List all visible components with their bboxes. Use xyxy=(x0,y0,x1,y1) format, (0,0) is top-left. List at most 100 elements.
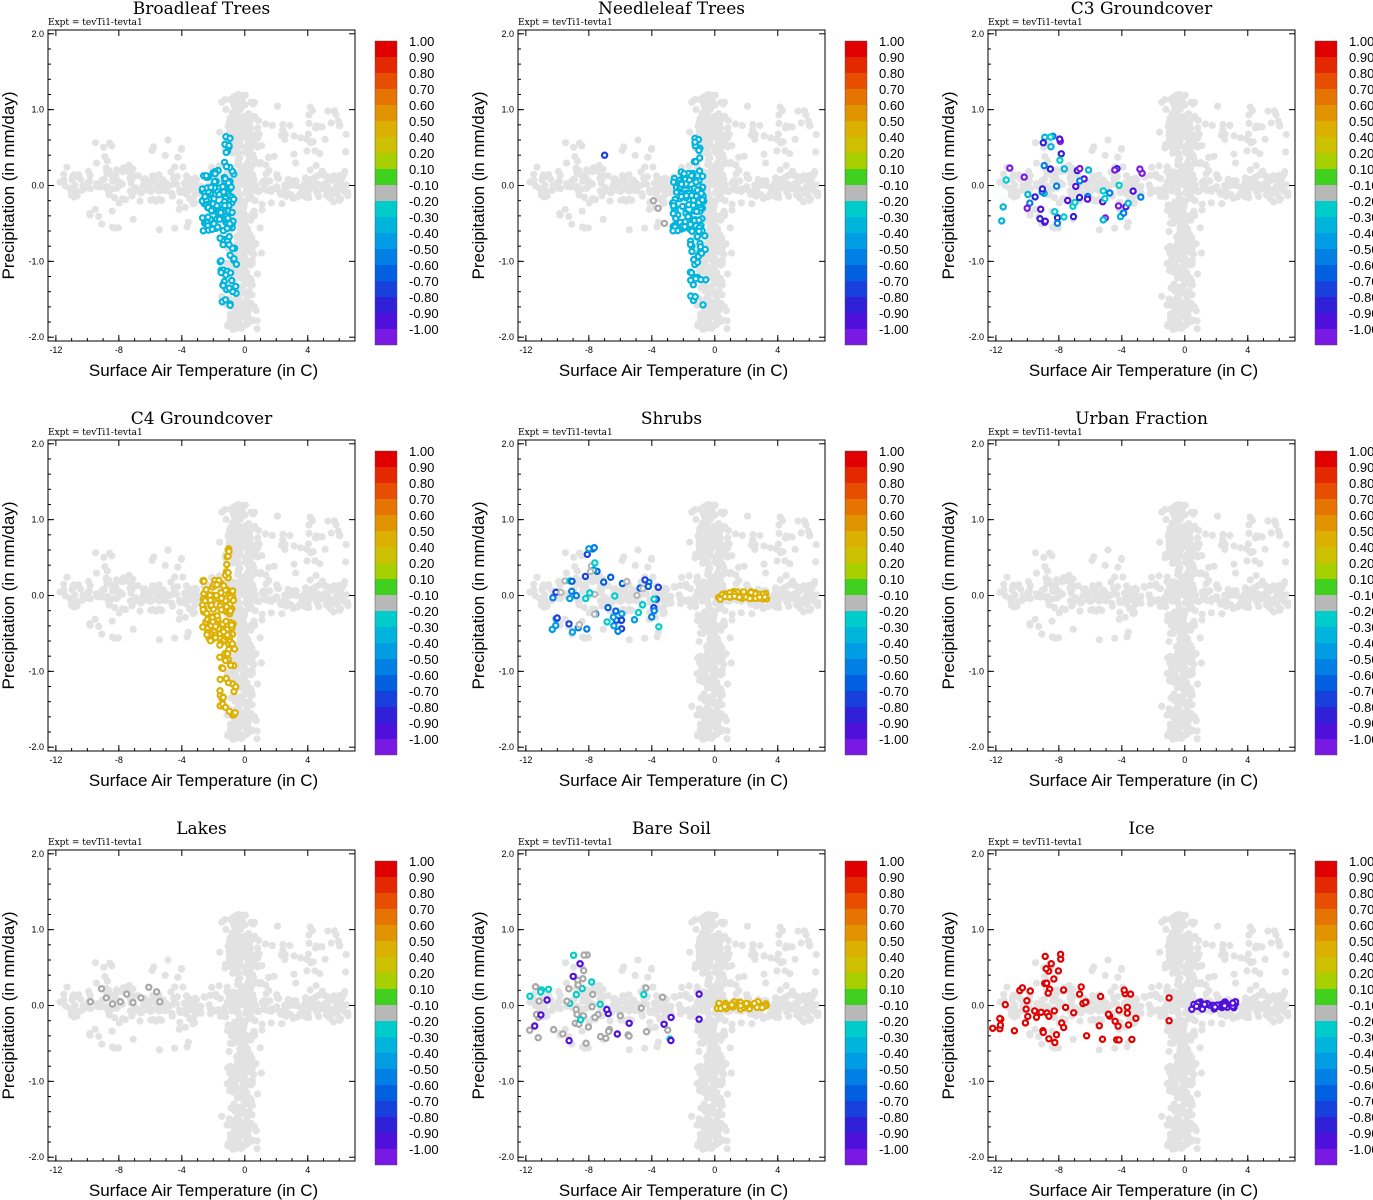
background-point xyxy=(1095,226,1103,234)
background-point xyxy=(775,119,783,127)
colorbar-swatch xyxy=(375,451,397,467)
background-point xyxy=(810,170,818,178)
background-point xyxy=(253,270,262,278)
background-point xyxy=(1179,323,1187,331)
background-point xyxy=(599,215,607,223)
background-point xyxy=(56,588,64,596)
background-point xyxy=(330,198,338,206)
background-point xyxy=(245,276,253,284)
background-point xyxy=(155,171,163,179)
background-point xyxy=(101,563,109,571)
colorbar-label: -0.30 xyxy=(409,620,439,635)
highlight-point xyxy=(230,255,238,263)
background-point xyxy=(1223,188,1231,196)
background-point xyxy=(1194,124,1202,132)
background-point xyxy=(146,177,154,185)
background-point xyxy=(1182,260,1190,269)
background-point xyxy=(720,154,728,162)
x-tick-label: 0 xyxy=(242,345,247,355)
background-point xyxy=(1197,249,1205,257)
background-point xyxy=(708,97,716,105)
background-point xyxy=(1156,128,1164,136)
background-point xyxy=(193,175,201,184)
background-point xyxy=(1055,199,1063,207)
colorbar-swatch xyxy=(845,265,867,281)
colorbar: 1.000.900.800.700.600.500.400.200.10-0.1… xyxy=(374,444,439,756)
background-point xyxy=(170,174,178,182)
colorbar-label: 0.60 xyxy=(879,98,904,113)
background-point xyxy=(700,93,708,101)
colorbar-swatch xyxy=(375,499,397,515)
background-point xyxy=(701,513,709,521)
background-point xyxy=(256,634,264,642)
background-point xyxy=(637,168,645,176)
background-point xyxy=(233,274,242,282)
background-point xyxy=(304,185,312,193)
colorbar-label: 0.90 xyxy=(409,50,434,65)
background-point xyxy=(570,143,578,151)
background-point xyxy=(704,149,713,157)
background-point xyxy=(304,595,312,603)
background-point xyxy=(1198,178,1206,186)
background-point xyxy=(542,172,550,180)
background-point xyxy=(106,549,114,557)
background-point xyxy=(767,134,775,142)
highlight-point xyxy=(229,596,238,605)
background-point xyxy=(239,323,247,331)
background-point xyxy=(222,515,230,524)
background-point xyxy=(267,187,275,195)
colorbar-swatch xyxy=(375,201,397,217)
background-point xyxy=(718,656,726,664)
background-point xyxy=(710,287,718,295)
background-point xyxy=(760,150,768,158)
colorbar-label: -1.00 xyxy=(879,322,909,337)
background-point xyxy=(738,121,746,129)
background-point xyxy=(249,546,257,555)
background-point xyxy=(305,529,313,538)
background-point xyxy=(91,205,99,213)
background-point xyxy=(241,229,249,237)
background-point xyxy=(800,198,808,206)
background-point xyxy=(695,118,704,126)
background-point xyxy=(1117,144,1126,153)
background-point xyxy=(715,189,723,198)
highlight-point xyxy=(1023,204,1031,212)
background-point xyxy=(704,132,712,141)
background-point xyxy=(711,180,720,188)
background-point xyxy=(1155,162,1163,170)
background-point xyxy=(1262,185,1270,193)
background-point xyxy=(583,184,591,192)
background-point xyxy=(1180,299,1189,307)
background-point xyxy=(704,317,712,325)
background-point xyxy=(261,530,270,538)
background-point xyxy=(229,726,237,734)
highlight-point xyxy=(692,157,700,166)
highlight-point xyxy=(692,207,701,216)
colorbar-label: 0.80 xyxy=(409,66,434,81)
background-point xyxy=(1230,150,1238,158)
background-point xyxy=(625,226,633,234)
background-point xyxy=(108,581,116,590)
background-point xyxy=(234,182,242,190)
x-tick-label: -8 xyxy=(115,345,123,355)
background-point xyxy=(714,722,722,731)
background-point xyxy=(240,218,248,226)
background-point xyxy=(1282,148,1290,156)
background-point xyxy=(84,178,92,186)
highlight-point xyxy=(213,581,221,589)
background-point xyxy=(128,189,136,197)
background-point xyxy=(1177,166,1185,174)
background-point xyxy=(737,187,746,195)
background-point xyxy=(702,262,710,271)
highlight-point xyxy=(209,618,217,626)
colorbar-swatch xyxy=(845,41,867,57)
background-point xyxy=(1165,118,1174,126)
background-point xyxy=(247,234,255,242)
highlight-point xyxy=(669,227,677,235)
background-point xyxy=(342,181,350,189)
background-point xyxy=(710,304,719,312)
background-point xyxy=(115,178,123,186)
background-point xyxy=(1007,191,1016,199)
colorbar-label: -0.10 xyxy=(1349,178,1373,193)
background-point xyxy=(168,189,176,197)
